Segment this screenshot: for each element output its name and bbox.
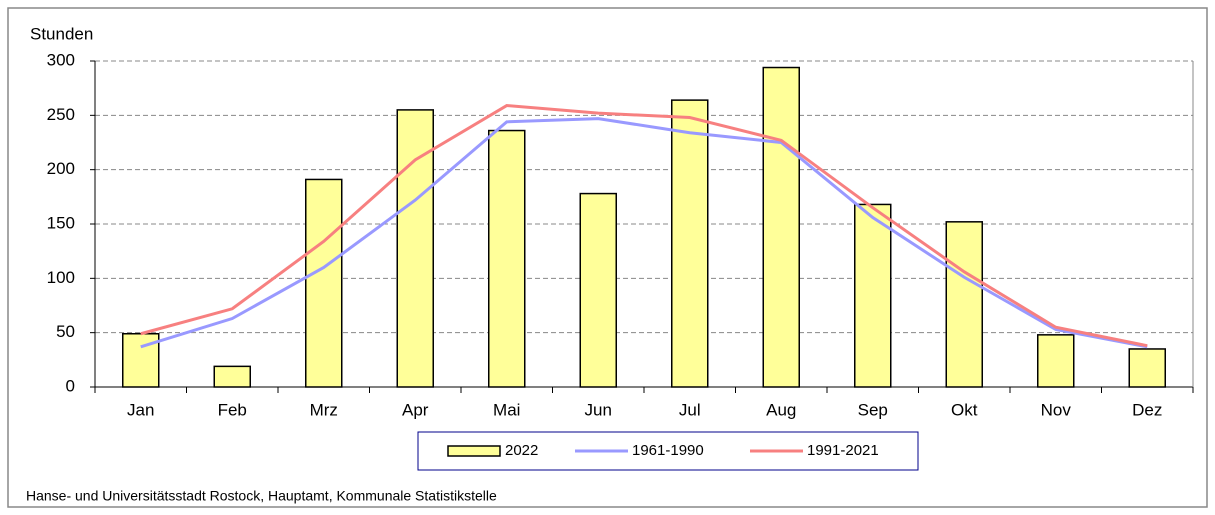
x-tick-label: Feb xyxy=(218,400,247,419)
bar xyxy=(579,192,617,388)
bar xyxy=(854,203,892,388)
legend-label: 2022 xyxy=(505,442,538,459)
y-tick-label: 0 xyxy=(66,376,75,395)
x-tick-label: Jul xyxy=(679,400,701,419)
bar xyxy=(1128,348,1166,388)
source-note: Hanse- und Universitätsstadt Rostock, Ha… xyxy=(26,488,497,504)
x-tick-label: Mai xyxy=(493,400,520,419)
x-tick-label: Jan xyxy=(127,400,154,419)
y-tick-label: 300 xyxy=(47,50,75,69)
y-axis-label: Stunden xyxy=(30,24,93,43)
x-tick-label: Dez xyxy=(1132,400,1162,419)
x-tick-label: Aug xyxy=(766,400,796,419)
x-tick-label: Jun xyxy=(585,400,612,419)
y-tick-label: 200 xyxy=(47,159,75,178)
legend-swatch xyxy=(447,445,501,457)
bar xyxy=(762,66,800,388)
line-series xyxy=(140,117,1148,349)
bar xyxy=(305,178,343,388)
y-tick-label: 250 xyxy=(47,105,75,124)
x-tick-label: Apr xyxy=(402,400,429,419)
y-tick-label: 100 xyxy=(47,268,75,287)
legend-box xyxy=(417,431,919,471)
bar xyxy=(396,109,434,388)
bar xyxy=(488,129,526,388)
x-tick-label: Nov xyxy=(1041,400,1072,419)
y-tick-label: 150 xyxy=(47,213,75,232)
y-tick-label: 50 xyxy=(56,322,75,341)
bar xyxy=(213,365,251,388)
bar xyxy=(945,221,983,388)
x-tick-label: Sep xyxy=(858,400,888,419)
legend-label: 1991-2021 xyxy=(807,442,879,459)
line-series xyxy=(140,104,1148,348)
legend-label: 1961-1990 xyxy=(632,442,704,459)
x-tick-label: Mrz xyxy=(310,400,338,419)
x-tick-label: Okt xyxy=(951,400,978,419)
bar xyxy=(1037,334,1075,388)
bar xyxy=(671,99,709,388)
